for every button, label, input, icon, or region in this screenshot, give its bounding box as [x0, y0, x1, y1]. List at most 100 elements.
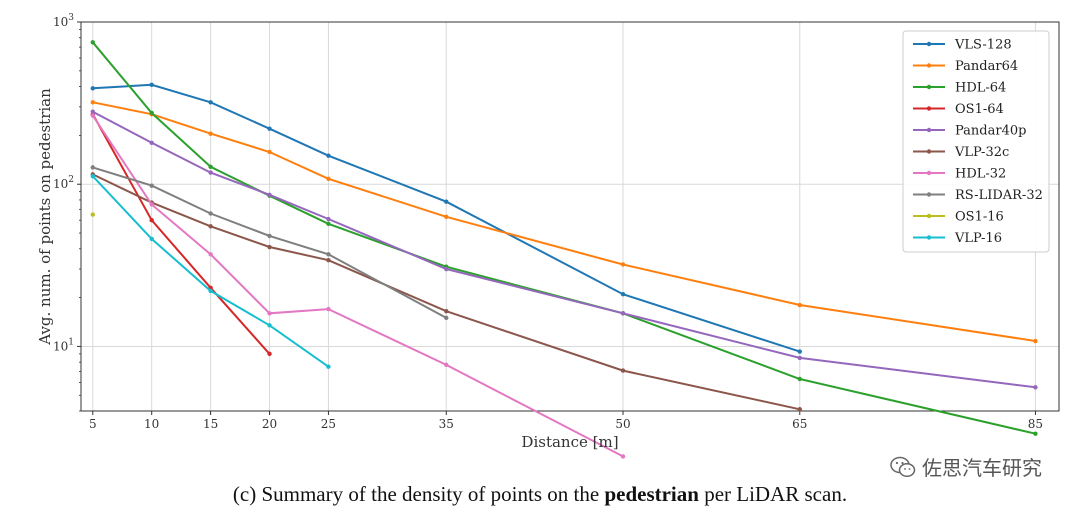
data-point-vls-128 [797, 349, 802, 354]
data-point-rs-lidar-32 [149, 183, 154, 188]
legend-marker [926, 235, 932, 240]
legend-label: HDL-64 [955, 81, 1006, 96]
legend-label: VLS-128 [954, 38, 1012, 53]
plot-frame [80, 21, 1060, 412]
legend-entry-pandar40p: Pandar40p [913, 124, 1026, 139]
legend-entry-hdl-64: HDL-64 [913, 81, 1006, 96]
data-point-os1-16 [90, 212, 95, 217]
y-axis-label: Avg. num. of points on pedestrian [36, 88, 54, 346]
series-hdl-64 [90, 40, 1038, 436]
data-point-rs-lidar-32 [444, 315, 449, 321]
watermark-text: 佐思汽车研究 [922, 456, 1042, 480]
data-point-hdl-32 [149, 202, 154, 207]
legend-entry-vls-128: VLS-128 [913, 38, 1012, 53]
data-point-vls-128 [149, 82, 154, 88]
series-line-vls-128 [92, 83, 801, 353]
legend-marker [926, 106, 932, 111]
data-point-hdl-64 [149, 110, 154, 116]
data-point-vls-128 [444, 199, 449, 204]
x-tick-label: 20 [262, 417, 277, 431]
legend-entry-pandar64: Pandar64 [913, 59, 1018, 74]
y-tick-label: 102 [53, 175, 74, 191]
data-point-vlp-32c [208, 224, 213, 229]
figure-caption: (c) Summary of the density of points on … [0, 482, 1080, 507]
data-point-pandar40p [267, 192, 272, 198]
data-point-pandar40p [620, 311, 626, 316]
series-rs-lidar-32 [90, 165, 449, 321]
series-os1-64 [90, 112, 272, 357]
x-tick-label: 85 [1028, 417, 1043, 431]
data-point-hdl-32 [208, 252, 213, 257]
data-point-vlp-16 [208, 288, 213, 294]
x-tick-label: 10 [144, 417, 159, 431]
data-point-pandar40p [208, 170, 213, 175]
data-point-pandar40p [797, 355, 802, 361]
data-point-pandar64 [797, 302, 802, 308]
data-point-vlp-32c [444, 308, 449, 314]
data-point-pandar64 [326, 176, 331, 182]
data-point-hdl-64 [208, 164, 213, 170]
legend-entry-rs-lidar-32: RS-LIDAR-32 [913, 188, 1043, 203]
data-point-vlp-16 [90, 174, 95, 179]
data-point-rs-lidar-32 [267, 233, 272, 239]
data-point-hdl-32 [620, 454, 626, 459]
data-point-pandar40p [326, 216, 331, 222]
data-point-vlp-32c [620, 368, 626, 373]
axes: 5 10 15 20 25 35 50 65 85 101 102 103 [53, 13, 1060, 431]
series-line-hdl-64 [92, 41, 1036, 435]
data-point-pandar64 [267, 149, 272, 155]
legend-entry-os1-16: OS1-16 [913, 210, 1004, 225]
data-point-vls-128 [90, 86, 95, 91]
data-point-rs-lidar-32 [208, 211, 213, 216]
data-point-hdl-64 [797, 376, 802, 382]
data-point-vls-128 [620, 291, 626, 297]
series-os1-16 [90, 212, 95, 217]
data-point-vls-128 [267, 126, 272, 131]
series-pandar40p [90, 109, 1038, 390]
legend-entry-vlp-16: VLP-16 [913, 231, 1002, 246]
y-tick-label: 103 [53, 13, 74, 29]
series-hdl-32 [90, 113, 626, 459]
data-point-vls-128 [208, 100, 213, 105]
x-tick-label: 65 [792, 417, 807, 431]
data-point-vlp-16 [326, 364, 331, 369]
data-point-rs-lidar-32 [90, 165, 95, 170]
data-point-pandar64 [444, 214, 449, 219]
legend-label: OS1-64 [955, 102, 1004, 117]
series-lines [90, 40, 1038, 459]
data-point-pandar64 [1033, 338, 1038, 344]
legend-label: Pandar40p [955, 124, 1026, 139]
data-point-pandar64 [620, 262, 626, 267]
series-line-rs-lidar-32 [92, 166, 447, 319]
legend-label: RS-LIDAR-32 [955, 188, 1043, 203]
legend-entry-hdl-32: HDL-32 [913, 167, 1006, 182]
data-point-hdl-32 [267, 311, 272, 316]
legend: VLS-128 Pandar64 HDL-64 OS1-64 Pandar40p VLP-… [902, 30, 1050, 253]
legend-marker [926, 84, 932, 90]
data-point-vlp-32c [797, 407, 802, 412]
caption-suffix: per LiDAR scan. [698, 482, 848, 506]
data-point-vlp-16 [267, 323, 272, 328]
data-point-pandar40p [444, 266, 449, 272]
x-tick-label: 15 [203, 417, 218, 431]
legend-label: OS1-16 [955, 210, 1004, 225]
data-point-vlp-32c [267, 244, 272, 250]
series-line-os1-64 [91, 113, 271, 355]
legend-entry-os1-64: OS1-64 [913, 102, 1004, 117]
data-point-vlp-16 [149, 236, 154, 242]
data-point-vls-128 [326, 153, 331, 158]
data-point-hdl-32 [90, 113, 95, 118]
x-axis-label: Distance [m] [521, 433, 618, 451]
data-point-hdl-32 [326, 306, 331, 312]
data-point-vlp-32c [326, 258, 331, 263]
data-point-pandar40p [1033, 385, 1038, 390]
series-vlp-32c [90, 172, 802, 412]
data-point-hdl-32 [444, 362, 449, 368]
data-point-rs-lidar-32 [326, 252, 331, 257]
data-point-os1-64 [267, 351, 272, 357]
series-vls-128 [90, 82, 802, 354]
legend-label: HDL-32 [955, 167, 1006, 182]
legend-marker [926, 63, 932, 68]
caption-bold: pedestrian [604, 482, 699, 506]
data-point-pandar64 [90, 100, 95, 105]
